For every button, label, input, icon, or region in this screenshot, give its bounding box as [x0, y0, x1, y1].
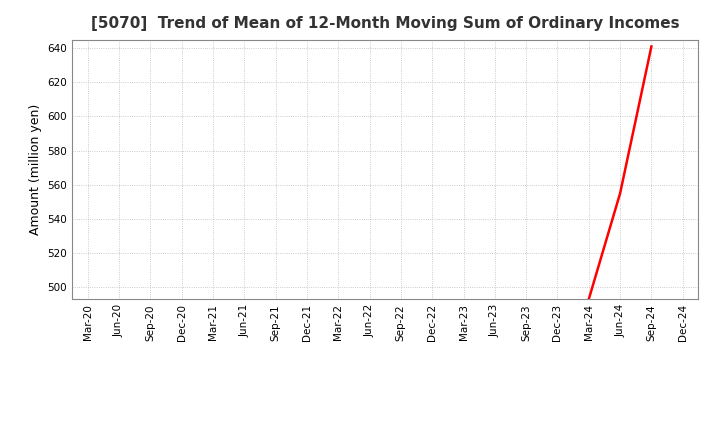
Line: 3 Years: 3 Years: [589, 47, 652, 299]
3 Years: [585, 297, 593, 302]
3 Years: [616, 191, 624, 196]
Title: [5070]  Trend of Mean of 12-Month Moving Sum of Ordinary Incomes: [5070] Trend of Mean of 12-Month Moving …: [91, 16, 680, 32]
3 Years: [647, 44, 656, 49]
Y-axis label: Amount (million yen): Amount (million yen): [29, 104, 42, 235]
